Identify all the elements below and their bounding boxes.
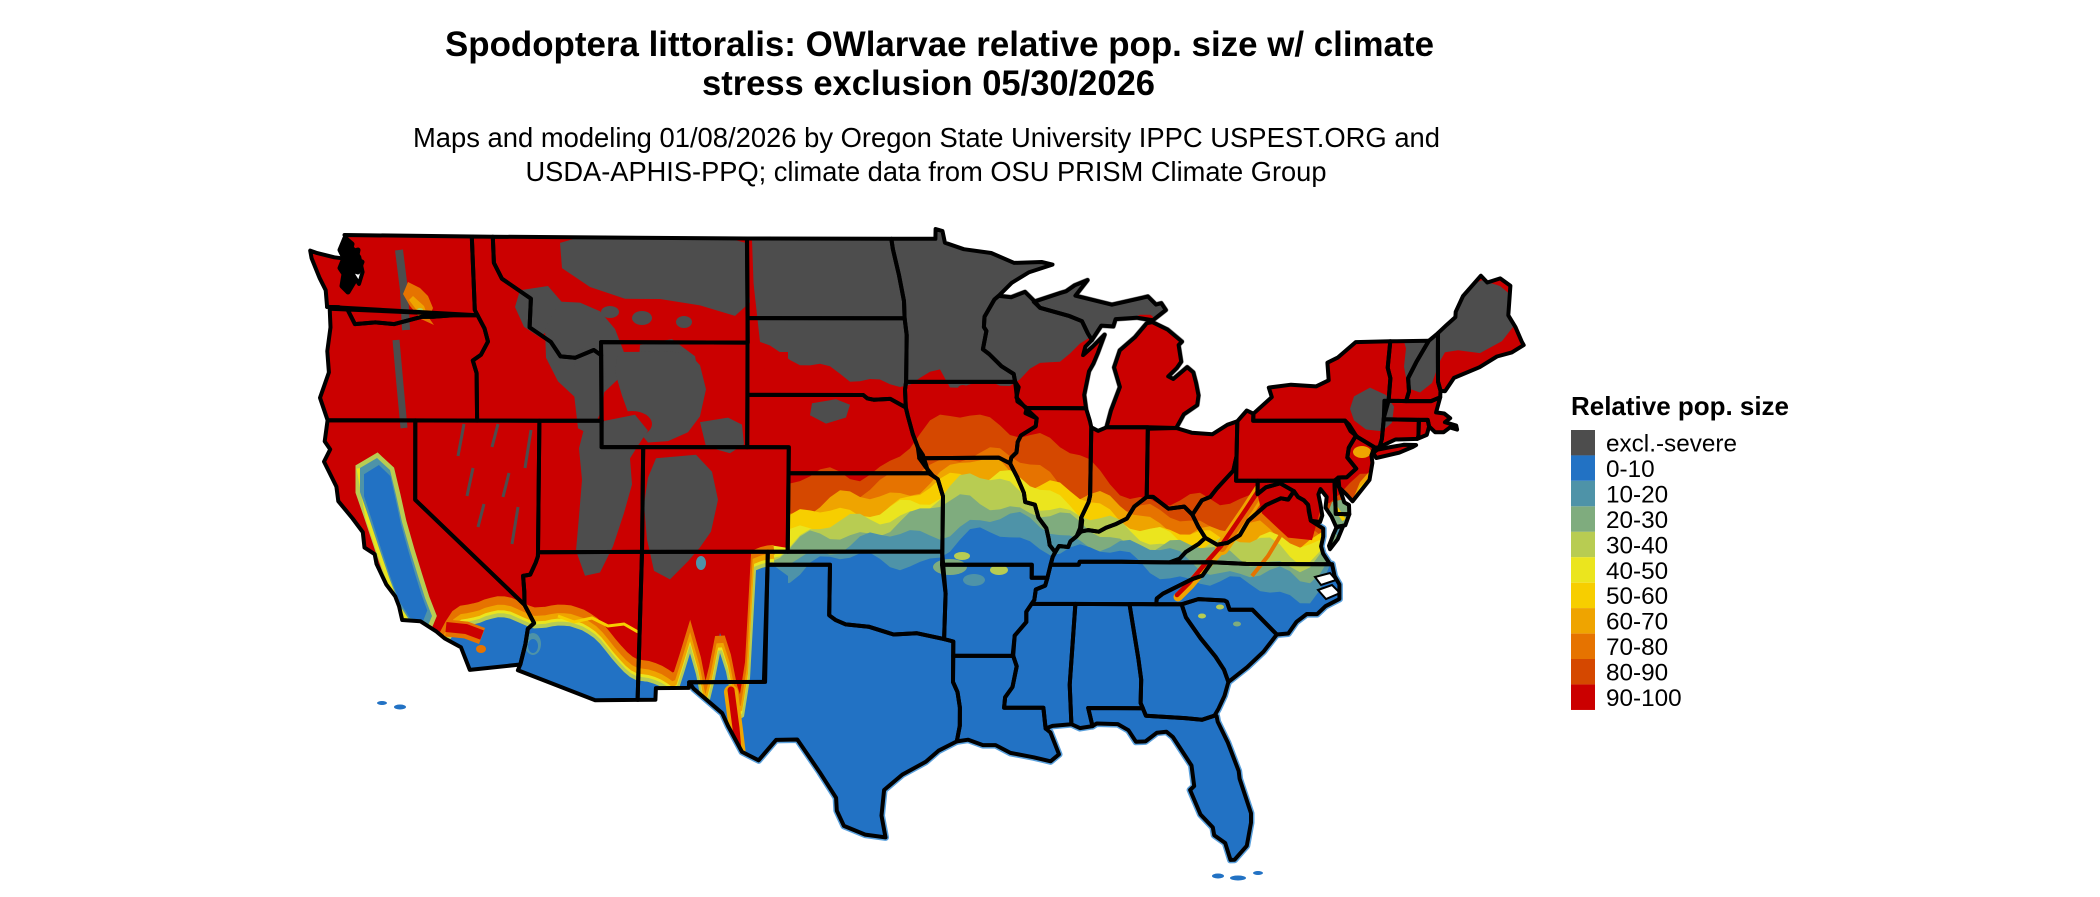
svg-text:80-90: 80-90 <box>1606 660 1668 687</box>
svg-text:0-10: 0-10 <box>1606 456 1655 483</box>
svg-text:20-30: 20-30 <box>1606 507 1668 534</box>
svg-text:10-20: 10-20 <box>1606 481 1668 508</box>
svg-text:USDA-APHIS-PPQ; climate data f: USDA-APHIS-PPQ; climate data from OSU PR… <box>526 156 1327 187</box>
svg-text:Relative pop. size: Relative pop. size <box>1571 391 1789 421</box>
svg-text:excl.-severe: excl.-severe <box>1606 431 1737 458</box>
svg-text:90-100: 90-100 <box>1606 685 1682 712</box>
svg-text:40-50: 40-50 <box>1606 558 1668 585</box>
svg-text:50-60: 50-60 <box>1606 583 1668 610</box>
svg-text:stress exclusion 05/30/2026: stress exclusion 05/30/2026 <box>702 64 1155 103</box>
svg-text:30-40: 30-40 <box>1606 532 1668 559</box>
svg-text:Spodoptera littoralis: OWlarva: Spodoptera littoralis: OWlarvae relative… <box>445 25 1434 64</box>
svg-text:60-70: 60-70 <box>1606 609 1668 636</box>
svg-text:70-80: 70-80 <box>1606 634 1668 661</box>
svg-text:Maps and modeling 01/08/2026 b: Maps and modeling 01/08/2026 by Oregon S… <box>413 122 1440 153</box>
